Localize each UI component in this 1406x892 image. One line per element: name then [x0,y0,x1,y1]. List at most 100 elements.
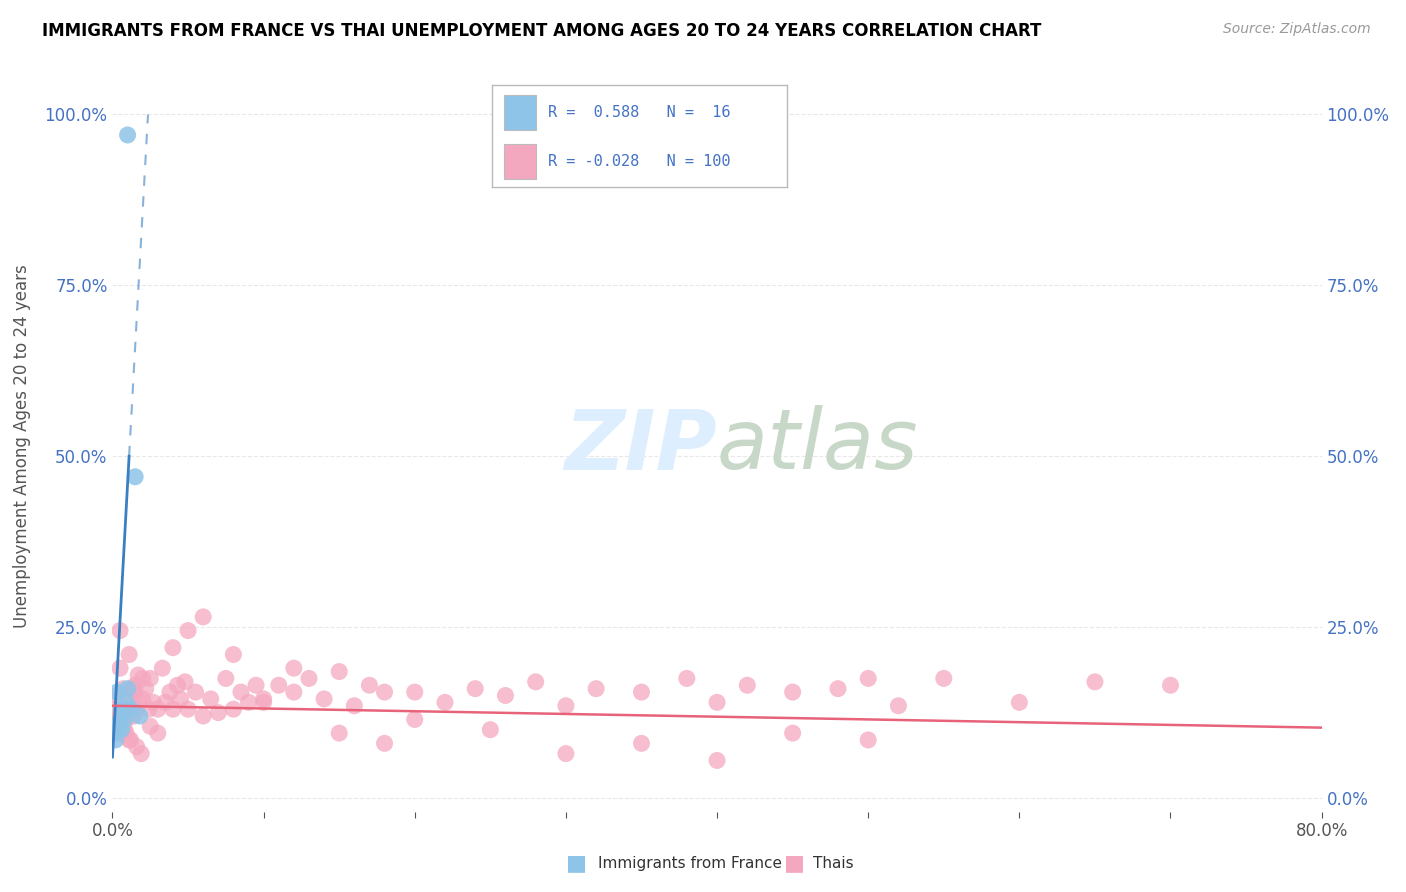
Text: R = -0.028   N = 100: R = -0.028 N = 100 [548,154,731,169]
Text: ■: ■ [785,854,804,873]
Point [229,685,252,699]
Point [114,723,136,737]
Point [404,713,426,727]
Point [142,695,165,709]
Point [124,685,146,699]
Point [104,733,127,747]
Point [135,681,157,696]
Point [110,719,132,733]
Y-axis label: Unemployment Among Ages 20 to 24 years: Unemployment Among Ages 20 to 24 years [13,264,31,628]
Point [191,709,214,723]
Point [524,674,547,689]
Point [115,726,138,740]
Point [139,719,162,733]
Point [107,723,129,737]
Point [110,723,132,737]
Point [253,692,276,706]
Point [125,739,148,754]
Point [104,702,127,716]
Point [146,726,169,740]
Point [433,695,456,709]
Point [706,695,728,709]
Text: ZIP: ZIP [564,406,717,486]
Point [107,715,129,730]
Point [222,648,245,662]
Point [464,681,486,696]
Point [169,692,191,706]
Point [314,692,336,706]
Point [107,715,129,730]
Point [404,685,426,699]
FancyBboxPatch shape [503,95,536,130]
Point [105,689,128,703]
Point [177,624,200,638]
FancyBboxPatch shape [503,145,536,179]
Point [105,723,128,737]
Point [782,726,804,740]
Point [1084,674,1107,689]
Point [374,736,396,750]
Point [827,681,849,696]
Point [162,702,184,716]
Text: R =  0.588   N =  16: R = 0.588 N = 16 [548,105,731,120]
Point [283,685,305,699]
Point [110,715,132,730]
Point [128,709,150,723]
Point [359,678,381,692]
Point [127,668,149,682]
Point [117,702,139,716]
Point [932,672,955,686]
Point [139,672,162,686]
Point [174,674,197,689]
Point [120,733,142,747]
Point [267,678,290,692]
Point [245,678,267,692]
Point [128,695,150,709]
Point [120,695,142,709]
Point [328,726,350,740]
Point [630,685,652,699]
Point [150,661,173,675]
Text: atlas: atlas [717,406,918,486]
Point [112,681,135,696]
Point [706,754,728,768]
Point [554,747,576,761]
Point [328,665,350,679]
Point [118,648,141,662]
Point [343,698,366,713]
Point [117,128,139,142]
Point [124,678,146,692]
Point [146,702,169,716]
Point [132,692,155,706]
Text: Source: ZipAtlas.com: Source: ZipAtlas.com [1223,22,1371,37]
Point [121,681,143,696]
Point [479,723,502,737]
Text: ■: ■ [567,854,586,873]
Point [253,695,276,709]
Point [191,610,214,624]
Point [554,698,576,713]
Point [122,709,145,723]
Point [103,726,125,740]
Point [166,678,188,692]
Point [215,672,238,686]
Point [112,702,135,716]
Point [155,695,177,709]
Point [138,702,160,716]
Point [118,733,141,747]
Point [184,685,207,699]
Point [117,681,139,696]
Point [105,726,128,740]
Point [1159,678,1181,692]
Text: Immigrants from France: Immigrants from France [598,856,782,871]
Point [108,719,131,733]
Point [108,624,131,638]
Point [162,640,184,655]
Point [630,736,652,750]
Point [115,713,138,727]
Point [125,702,148,716]
Point [115,695,138,709]
Point [108,661,131,675]
Point [114,709,136,723]
Point [1008,695,1031,709]
